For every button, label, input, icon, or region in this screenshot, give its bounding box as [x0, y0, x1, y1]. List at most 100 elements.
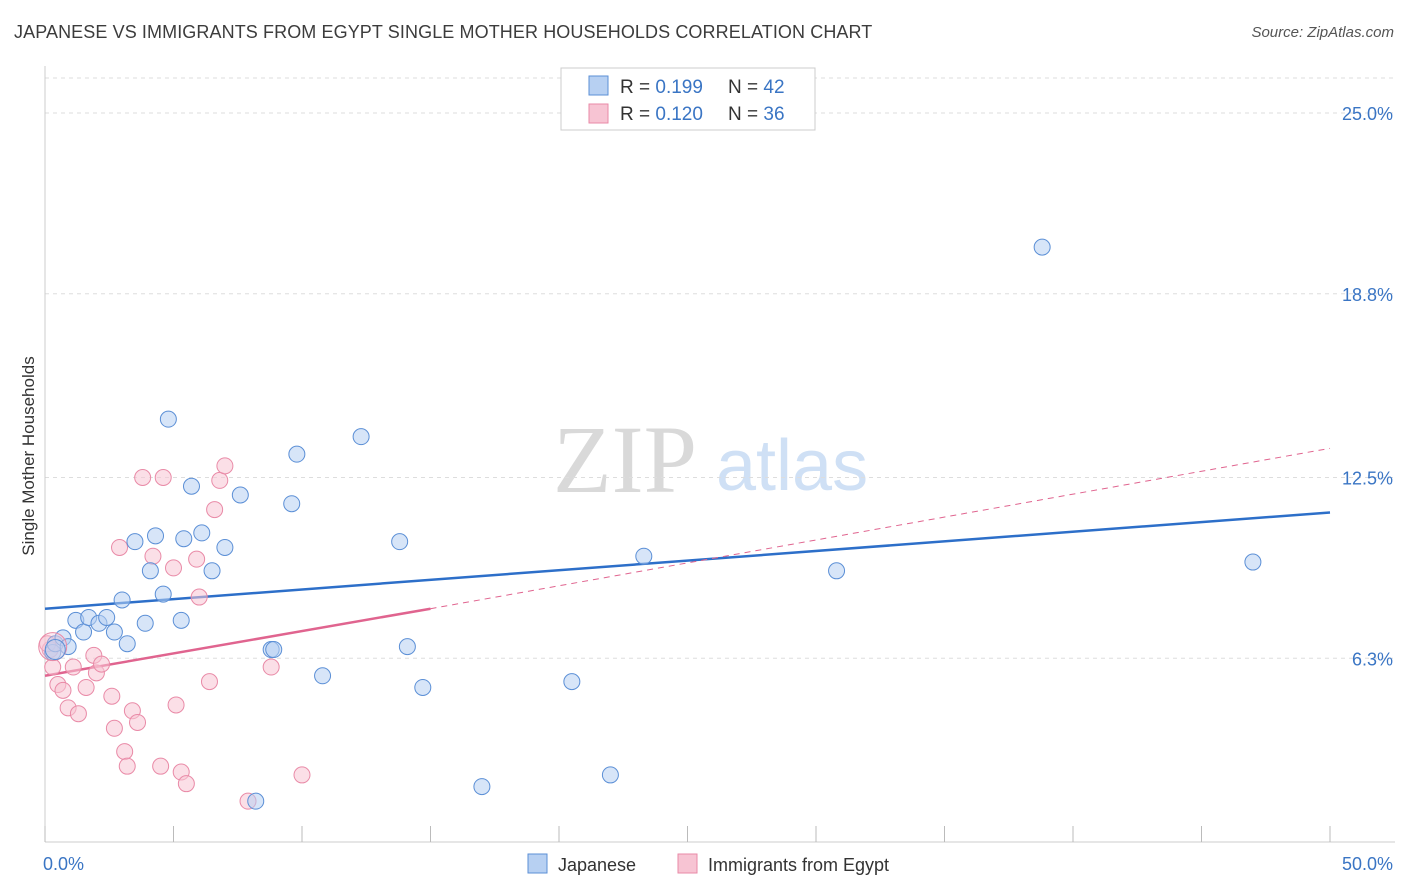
point-egypt	[167, 696, 185, 714]
point-egypt	[134, 468, 152, 486]
legend-bottom-label-egypt: Immigrants from Egypt	[708, 855, 889, 875]
tick-labels: 6.3% 12.5% 18.8% 25.0% 0.0% 50.0%	[43, 104, 1393, 874]
svg-text:R = 0.199: R = 0.199	[620, 77, 703, 98]
point-japanese	[391, 533, 409, 551]
point-egypt	[177, 775, 195, 793]
point-egypt	[105, 719, 123, 737]
point-japanese	[283, 495, 301, 513]
grid-lines	[45, 77, 1395, 659]
watermark-zip: ZIP	[553, 406, 697, 513]
point-japanese	[113, 591, 131, 609]
point-egypt	[211, 471, 229, 489]
point-japanese	[231, 486, 249, 504]
point-japanese	[159, 410, 177, 428]
legend-r-value: 0.199	[655, 77, 703, 98]
point-egypt	[111, 538, 129, 556]
point-egypt	[64, 658, 82, 676]
source-label: Source: ZipAtlas.com	[1251, 24, 1394, 41]
y-tick-label: 6.3%	[1352, 649, 1393, 669]
point-japanese	[118, 635, 136, 653]
point-egypt	[154, 468, 172, 486]
legend-swatch-egypt	[588, 103, 609, 124]
svg-text:R = 0.120: R = 0.120	[620, 104, 703, 125]
point-egypt	[293, 766, 311, 784]
point-egypt	[44, 658, 62, 676]
point-egypt	[93, 655, 111, 673]
point-japanese	[1033, 238, 1051, 256]
point-japanese	[265, 641, 283, 659]
point-egypt	[190, 588, 208, 606]
svg-text:N = 42: N = 42	[728, 77, 785, 98]
point-egypt	[144, 547, 162, 565]
x-tick-label: 0.0%	[43, 854, 84, 874]
watermark-atlas: atlas	[716, 426, 868, 506]
point-japanese	[216, 538, 234, 556]
legend-bottom-swatch-japanese	[527, 853, 548, 874]
point-japanese	[1244, 553, 1262, 571]
legend-r-label: R =	[620, 77, 655, 98]
point-japanese	[247, 792, 265, 810]
point-egypt	[116, 743, 134, 761]
y-tick-label: 25.0%	[1342, 104, 1393, 124]
legend-r-label: R =	[620, 104, 655, 125]
y-axis-title: Single Mother Households	[19, 356, 38, 555]
point-japanese	[147, 527, 165, 545]
legend-n-value: 36	[763, 104, 784, 125]
point-japanese	[203, 562, 221, 580]
point-japanese	[105, 623, 123, 641]
point-japanese	[828, 562, 846, 580]
point-japanese	[175, 530, 193, 548]
point-egypt	[188, 550, 206, 568]
x-tick-label: 50.0%	[1342, 854, 1393, 874]
point-japanese	[172, 611, 190, 629]
legend-top: R = 0.199 N = 42 R = 0.120 N = 36	[560, 67, 816, 131]
legend-n-value: 42	[763, 77, 784, 98]
point-japanese	[314, 667, 332, 685]
point-japanese	[352, 428, 370, 446]
point-japanese	[635, 547, 653, 565]
point-japanese	[563, 673, 581, 691]
point-japanese	[182, 477, 200, 495]
point-japanese	[136, 614, 154, 632]
point-japanese	[288, 445, 306, 463]
trend-line-egypt-extension	[430, 447, 1331, 610]
point-japanese	[75, 623, 93, 641]
point-egypt	[103, 687, 121, 705]
point-japanese	[193, 524, 211, 542]
point-japanese	[414, 678, 432, 696]
legend-swatch-japanese	[588, 75, 609, 96]
point-japanese	[141, 562, 159, 580]
point-egypt	[54, 681, 72, 699]
point-japanese	[59, 638, 77, 656]
point-japanese	[398, 638, 416, 656]
point-japanese	[473, 778, 491, 796]
point-japanese-cluster	[44, 639, 66, 661]
trend-line-japanese	[44, 511, 1331, 610]
point-egypt	[206, 501, 224, 519]
point-egypt	[152, 757, 170, 775]
y-tick-label: 18.8%	[1342, 285, 1393, 305]
chart-title: JAPANESE VS IMMIGRANTS FROM EGYPT SINGLE…	[14, 22, 873, 42]
point-egypt	[77, 678, 95, 696]
point-egypt	[118, 757, 136, 775]
legend-bottom-label-japanese: Japanese	[558, 855, 636, 875]
y-tick-label: 12.5%	[1342, 468, 1393, 488]
point-japanese	[601, 766, 619, 784]
data-points	[38, 238, 1262, 810]
axes	[44, 66, 1395, 843]
point-egypt	[69, 705, 87, 723]
point-egypt	[129, 713, 147, 731]
point-egypt	[200, 673, 218, 691]
point-egypt	[216, 457, 234, 475]
legend-bottom: Japanese Immigrants from Egypt	[527, 853, 889, 875]
point-japanese	[154, 585, 172, 603]
point-japanese	[126, 533, 144, 551]
svg-text:N = 36: N = 36	[728, 104, 785, 125]
legend-n-label: N =	[728, 104, 763, 125]
point-egypt	[165, 559, 182, 577]
point-japanese	[98, 608, 116, 626]
legend-r-value: 0.120	[655, 104, 703, 125]
legend-n-label: N =	[728, 77, 763, 98]
point-egypt	[262, 658, 280, 676]
